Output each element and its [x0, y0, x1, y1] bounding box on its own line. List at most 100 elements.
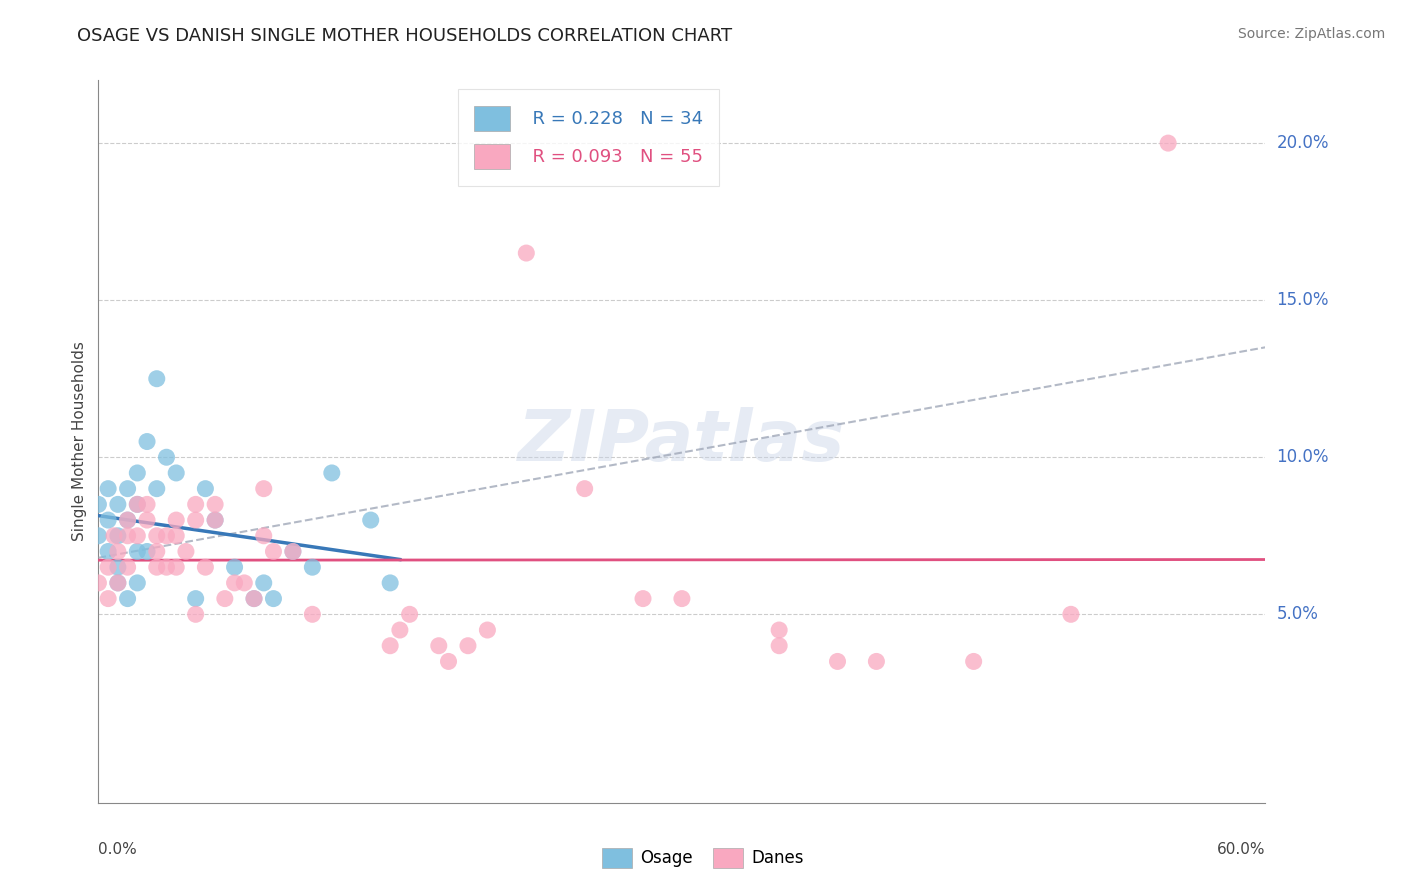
Point — [146, 544, 169, 558]
Point — [262, 591, 284, 606]
Point — [117, 591, 139, 606]
Point — [380, 639, 402, 653]
Point — [146, 560, 169, 574]
Point — [155, 529, 177, 543]
Point — [214, 591, 236, 606]
Point — [204, 513, 226, 527]
Point — [233, 575, 256, 590]
Point — [165, 560, 187, 574]
Point — [631, 591, 654, 606]
Point — [117, 482, 139, 496]
Point — [224, 560, 246, 574]
Y-axis label: Single Mother Households: Single Mother Households — [72, 342, 87, 541]
Point — [127, 466, 149, 480]
Point — [253, 575, 276, 590]
Point — [574, 482, 596, 496]
Point — [107, 575, 129, 590]
Point — [107, 544, 129, 558]
Point — [301, 607, 323, 622]
Point — [146, 372, 169, 386]
Point — [127, 544, 149, 558]
Point — [437, 655, 460, 669]
Point — [127, 497, 149, 511]
Point — [301, 560, 323, 574]
Point — [87, 497, 110, 511]
Text: 20.0%: 20.0% — [1277, 134, 1329, 153]
Point — [281, 544, 304, 558]
Point — [477, 623, 499, 637]
Point — [184, 497, 207, 511]
Point — [103, 529, 125, 543]
Point — [398, 607, 420, 622]
Point — [865, 655, 887, 669]
Point — [87, 575, 110, 590]
Point — [136, 497, 159, 511]
Point — [155, 450, 177, 465]
Point — [184, 513, 207, 527]
Point — [281, 544, 304, 558]
Point — [97, 513, 120, 527]
Point — [204, 497, 226, 511]
Point — [127, 529, 149, 543]
Point — [165, 513, 187, 527]
Point — [117, 513, 139, 527]
Point — [457, 639, 479, 653]
Text: 0.0%: 0.0% — [98, 842, 138, 856]
Point — [107, 529, 129, 543]
Text: OSAGE VS DANISH SINGLE MOTHER HOUSEHOLDS CORRELATION CHART: OSAGE VS DANISH SINGLE MOTHER HOUSEHOLDS… — [77, 27, 733, 45]
Point — [107, 560, 129, 574]
Point — [768, 623, 790, 637]
Point — [155, 560, 177, 574]
Legend: Osage, Danes: Osage, Danes — [595, 841, 811, 875]
Point — [671, 591, 693, 606]
Text: ZIPatlas: ZIPatlas — [519, 407, 845, 476]
Point — [515, 246, 537, 260]
Point — [127, 575, 149, 590]
Point — [184, 591, 207, 606]
Point — [360, 513, 382, 527]
Point — [224, 575, 246, 590]
Point — [194, 482, 217, 496]
Point — [97, 560, 120, 574]
Text: 10.0%: 10.0% — [1277, 449, 1329, 467]
Point — [184, 607, 207, 622]
Text: Source: ZipAtlas.com: Source: ZipAtlas.com — [1237, 27, 1385, 41]
Point — [962, 655, 984, 669]
Point — [380, 575, 402, 590]
Point — [107, 575, 129, 590]
Point — [253, 529, 276, 543]
Point — [136, 544, 159, 558]
Point — [97, 482, 120, 496]
Point — [174, 544, 197, 558]
Point — [146, 529, 169, 543]
Point — [87, 529, 110, 543]
Point — [117, 529, 139, 543]
Point — [262, 544, 284, 558]
Text: 5.0%: 5.0% — [1277, 606, 1319, 624]
Point — [194, 560, 217, 574]
Point — [107, 497, 129, 511]
Text: 60.0%: 60.0% — [1218, 842, 1265, 856]
Point — [321, 466, 343, 480]
Point — [165, 529, 187, 543]
Point — [1157, 136, 1180, 150]
Point — [204, 513, 226, 527]
Text: 15.0%: 15.0% — [1277, 291, 1329, 310]
Point — [146, 482, 169, 496]
Point — [243, 591, 266, 606]
Point — [827, 655, 849, 669]
Point — [388, 623, 411, 637]
Point — [243, 591, 266, 606]
Legend:   R = 0.228   N = 34,   R = 0.093   N = 55: R = 0.228 N = 34, R = 0.093 N = 55 — [458, 89, 720, 186]
Point — [136, 434, 159, 449]
Point — [1060, 607, 1083, 622]
Point — [97, 544, 120, 558]
Point — [117, 560, 139, 574]
Point — [165, 466, 187, 480]
Point — [768, 639, 790, 653]
Point — [253, 482, 276, 496]
Point — [136, 513, 159, 527]
Point — [127, 497, 149, 511]
Point — [97, 591, 120, 606]
Point — [117, 513, 139, 527]
